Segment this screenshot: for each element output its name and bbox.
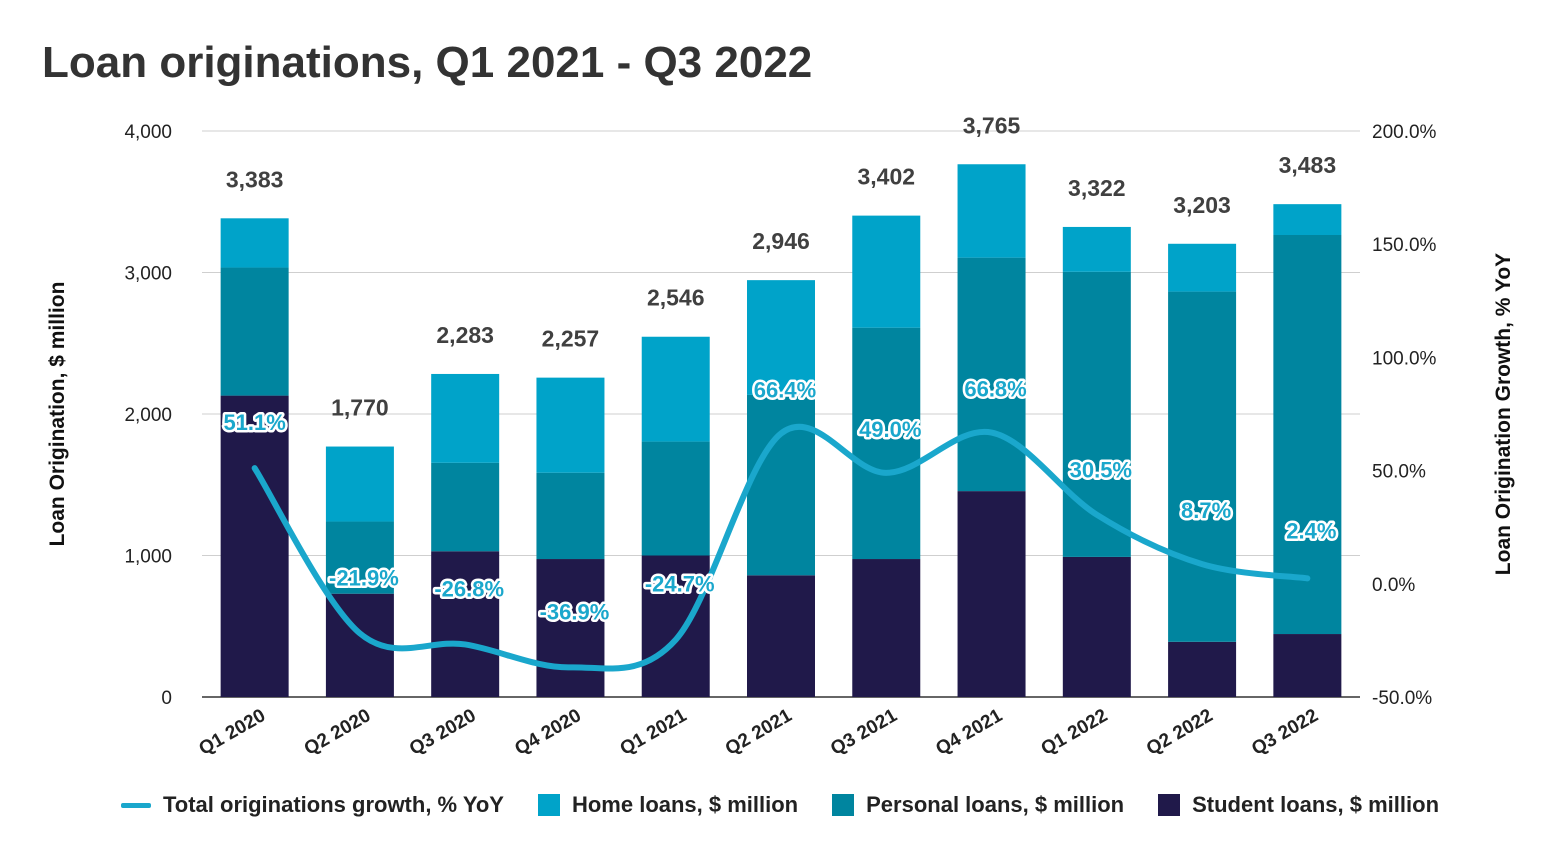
legend-item: Total originations growth, % YoY xyxy=(120,792,504,818)
total-label: 3,483 xyxy=(1279,152,1337,178)
growth-label: -26.8% xyxy=(434,576,504,601)
legend-swatch xyxy=(537,794,560,816)
growth-line xyxy=(251,423,1311,672)
y2-tick-label: 50.0% xyxy=(1372,462,1426,483)
total-label: 3,203 xyxy=(1173,192,1231,218)
growth-label: -21.9% xyxy=(329,565,399,590)
bar-segment xyxy=(747,575,815,697)
bar-segment xyxy=(220,267,289,396)
x-tick-label: Q4 2020 xyxy=(511,705,585,760)
y2-tick-label: -50.0% xyxy=(1372,688,1432,709)
x-tick-label: Q1 2022 xyxy=(1038,705,1112,760)
legend-label: Home loans, $ million xyxy=(571,792,799,817)
legend: Total originations growth, % YoY Home loa… xyxy=(40,792,1520,818)
bar-segment xyxy=(536,559,605,697)
growth-label: -36.9% xyxy=(540,599,610,624)
y2-tick-label: 0.0% xyxy=(1372,575,1415,596)
total-label: 1,770 xyxy=(331,395,389,421)
total-label: 2,546 xyxy=(647,285,705,311)
data-labels: 3,383 1,770 2,283 2,257 2,546 2,946 3,402 3,765… xyxy=(221,112,1339,627)
legend-label: Personal loans, $ million xyxy=(866,792,1125,817)
bar-segment xyxy=(1062,556,1131,697)
bar-segment xyxy=(1273,634,1342,697)
growth-label: 51.1% xyxy=(223,410,285,435)
legend-label: Student loans, $ million xyxy=(1192,792,1440,817)
bar-segment xyxy=(220,395,289,697)
bar-segment xyxy=(325,521,394,594)
y-tick-label: 1,000 xyxy=(124,547,172,568)
y2-axis-title: Loan Origination Growth, % YoY xyxy=(1492,253,1515,575)
bar-segment xyxy=(431,551,500,697)
bar-segment xyxy=(1168,641,1237,697)
bar-segment xyxy=(641,336,710,442)
bar-segment xyxy=(957,491,1026,697)
bar-segment xyxy=(1168,291,1237,642)
x-tick-label: Q3 2021 xyxy=(827,705,901,760)
growth-label: 66.8% xyxy=(964,377,1026,402)
bar-segment xyxy=(747,280,815,395)
legend-item: Personal loans, $ million xyxy=(832,792,1124,818)
legend-line-swatch xyxy=(120,802,151,808)
bar-segment xyxy=(852,215,921,328)
total-label: 2,946 xyxy=(752,228,810,254)
bar-segment xyxy=(220,218,289,268)
x-tick-label: Q3 2020 xyxy=(406,705,480,760)
y-tick-label: 0 xyxy=(161,688,172,709)
bar-segment xyxy=(325,446,394,522)
bar-segment xyxy=(1168,243,1237,292)
x-tick-label: Q2 2021 xyxy=(722,705,796,760)
x-tick-label: Q2 2022 xyxy=(1143,705,1217,760)
total-label: 3,765 xyxy=(963,112,1021,138)
total-label: 3,383 xyxy=(226,166,284,192)
chart-title: Loan originations, Q1 2021 - Q3 2022 xyxy=(42,38,813,87)
growth-label: 2.4% xyxy=(1286,518,1336,543)
total-label: 2,257 xyxy=(542,326,600,352)
legend-swatch xyxy=(1158,794,1181,816)
bar-segment xyxy=(431,373,500,463)
total-label: 3,402 xyxy=(857,164,915,190)
legend-label: Total originations growth, % YoY xyxy=(162,792,504,817)
bar-segment xyxy=(957,164,1026,258)
bar-segment xyxy=(852,559,921,697)
y2-tick-label: 150.0% xyxy=(1372,235,1437,256)
y2-tick-label: 200.0% xyxy=(1372,122,1437,143)
growth-label: 66.4% xyxy=(754,377,816,402)
bar-segment xyxy=(641,441,710,556)
y-tick-label: 4,000 xyxy=(124,122,172,143)
legend-item: Home loans, $ million xyxy=(537,792,799,818)
bar-segment xyxy=(1273,235,1342,635)
x-tick-label: Q1 2021 xyxy=(617,705,691,760)
y-tick-label: 3,000 xyxy=(124,264,172,285)
x-tick-label: Q4 2021 xyxy=(932,705,1006,760)
legend-item: Student loans, $ million xyxy=(1158,792,1439,818)
bar-segment xyxy=(536,472,605,560)
growth-label: 8.7% xyxy=(1181,498,1231,523)
stacked-bars xyxy=(220,164,1342,697)
chart-canvas: 3,383 1,770 2,283 2,257 2,546 2,946 3,402 3,765… xyxy=(46,112,1515,760)
bar-segment xyxy=(641,555,710,697)
x-tick-label: Q2 2020 xyxy=(301,705,375,760)
bar-segment xyxy=(957,257,1026,492)
y-axis-title: Loan Origination, $ million xyxy=(46,282,69,547)
y-tick-label: 2,000 xyxy=(124,405,172,426)
growth-line-layer xyxy=(251,423,1311,672)
bar-segment xyxy=(1062,226,1131,272)
bar-segment xyxy=(747,394,815,576)
total-label: 2,283 xyxy=(436,322,494,348)
bar-segment xyxy=(1273,204,1342,236)
x-tick-label: Q1 2020 xyxy=(195,705,269,760)
bar-segment xyxy=(1062,271,1131,557)
growth-label: 49.0% xyxy=(859,417,921,442)
total-label: 3,322 xyxy=(1068,175,1126,201)
bar-segment xyxy=(536,377,605,473)
legend-swatch xyxy=(832,794,855,816)
growth-label: 30.5% xyxy=(1070,458,1132,483)
bar-segment xyxy=(431,462,500,552)
growth-label: -24.7% xyxy=(645,572,715,597)
x-tick-label: Q3 2022 xyxy=(1248,705,1322,760)
y2-tick-label: 100.0% xyxy=(1372,348,1437,369)
bar-segment xyxy=(852,327,921,560)
